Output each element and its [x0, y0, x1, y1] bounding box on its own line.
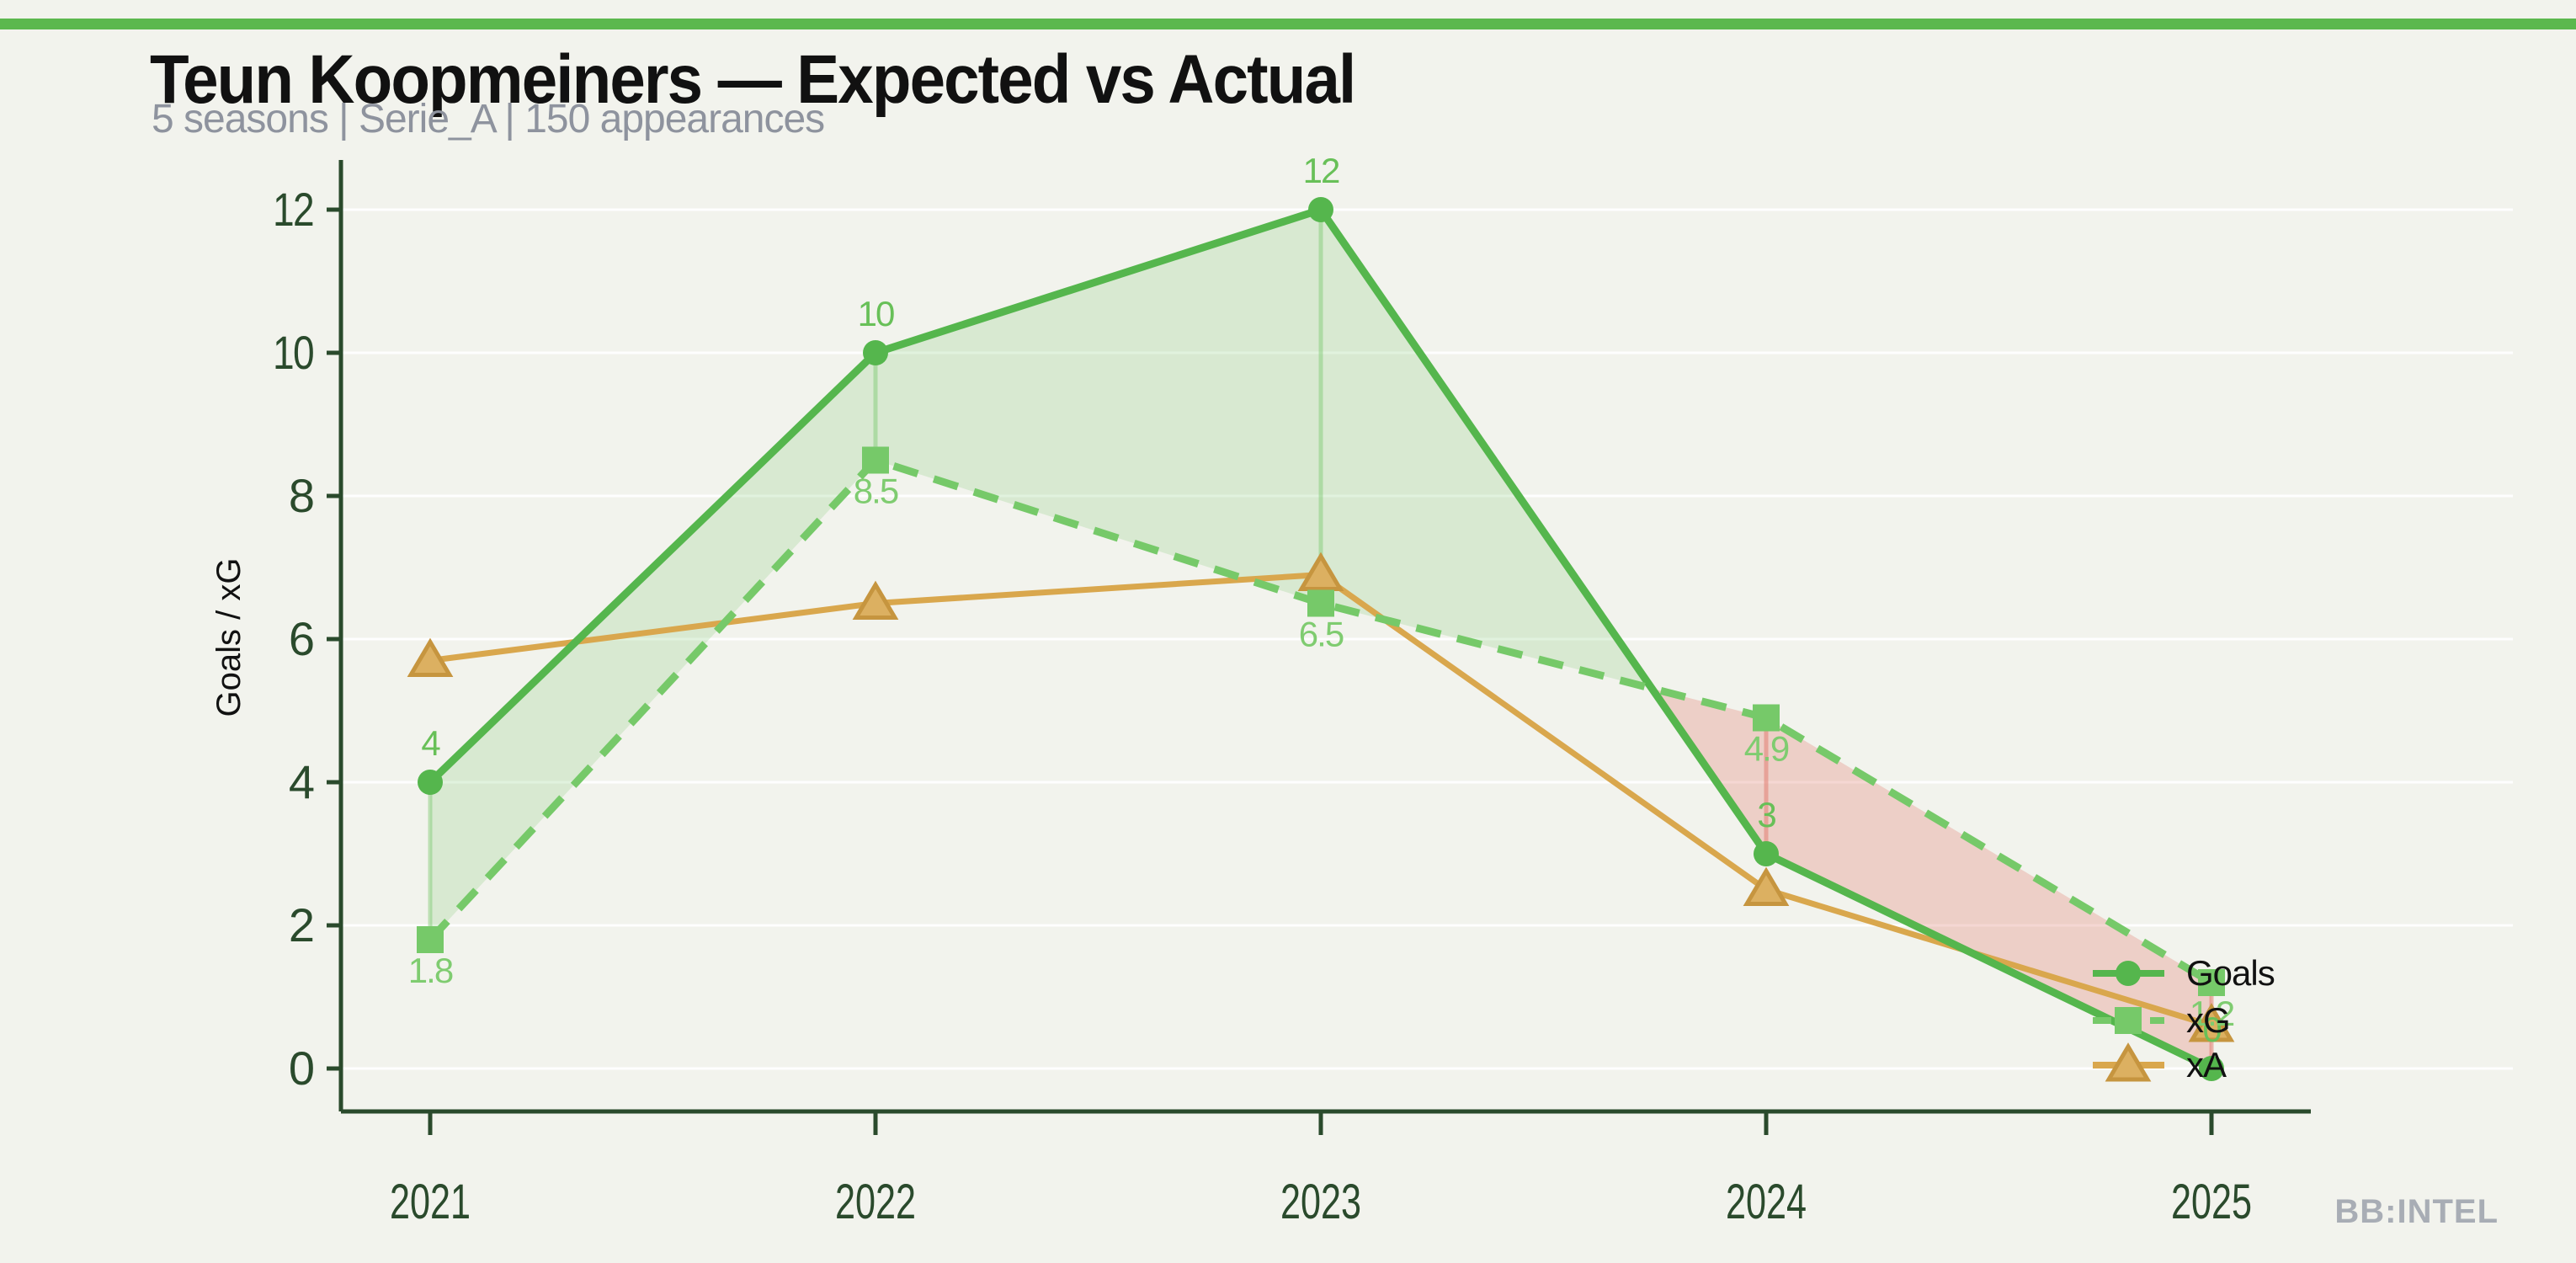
xg-value-label: 1.2 — [2190, 994, 2234, 1033]
fill-underperformance — [1652, 688, 2211, 1068]
y-tick-label: 0 — [289, 1042, 313, 1095]
x-tick-label: 2024 — [1726, 1175, 1807, 1229]
xg-value-label: 4.9 — [1744, 729, 1789, 769]
top-accent-bar — [0, 19, 2576, 29]
xg-value-label: 1.8 — [408, 951, 453, 990]
chart-title: Teun Koopmeiners — Expected vs Actual — [150, 41, 1356, 118]
xa-marker — [407, 637, 454, 677]
goals-value-label: 10 — [858, 294, 894, 333]
y-tick-label: 4 — [289, 755, 314, 808]
x-tick-label: 2023 — [1280, 1175, 1361, 1229]
legend-marker-circle — [2116, 961, 2141, 986]
xg-marker — [1753, 704, 1780, 732]
y-axis-label: Goals / xG — [210, 558, 247, 717]
xa-marker — [1297, 552, 1344, 591]
goals-value-label: 0 — [2202, 1010, 2221, 1049]
x-tick-label: 2025 — [2171, 1175, 2252, 1229]
y-tick-label: 12 — [273, 183, 313, 236]
goals-value-label: 4 — [421, 723, 440, 763]
fill-overperformance — [430, 210, 1653, 940]
xg-marker — [2198, 969, 2225, 996]
y-tick-label: 2 — [289, 898, 313, 951]
goals-marker — [1754, 841, 1779, 866]
legend-label-xa: xA — [2186, 1045, 2227, 1084]
y-tick-label: 10 — [273, 326, 313, 379]
goals-marker — [2199, 1056, 2224, 1081]
xa-marker — [852, 580, 899, 620]
goals-value-label: 3 — [1757, 795, 1775, 834]
chart-subtitle: 5 seasons | Serie_A | 150 appearances — [152, 97, 825, 141]
legend-label-xg: xG — [2186, 1000, 2230, 1040]
xa-marker — [2188, 1003, 2235, 1042]
xg-marker — [417, 926, 444, 953]
y-tick-label: 6 — [289, 612, 313, 665]
xg-marker — [1307, 589, 1334, 617]
goals-marker — [1308, 197, 1333, 222]
watermark-text: BB:INTEL — [2334, 1193, 2499, 1230]
y-tick-label: 8 — [289, 469, 313, 522]
xa-marker — [1743, 866, 1790, 906]
legend-marker-square — [2115, 1007, 2142, 1034]
legend-label-goals: Goals — [2186, 953, 2275, 993]
legend-marker-triangle — [2105, 1042, 2152, 1082]
xg-value-label: 6.5 — [1299, 615, 1344, 654]
goals-marker — [863, 340, 888, 365]
xg-line — [427, 456, 2214, 986]
x-tick-label: 2022 — [835, 1175, 916, 1229]
goals-marker — [418, 770, 443, 795]
goals-value-label: 12 — [1303, 151, 1339, 190]
xg-marker — [862, 446, 889, 474]
xg-value-label: 8.5 — [854, 472, 898, 511]
x-tick-label: 2021 — [390, 1175, 471, 1229]
